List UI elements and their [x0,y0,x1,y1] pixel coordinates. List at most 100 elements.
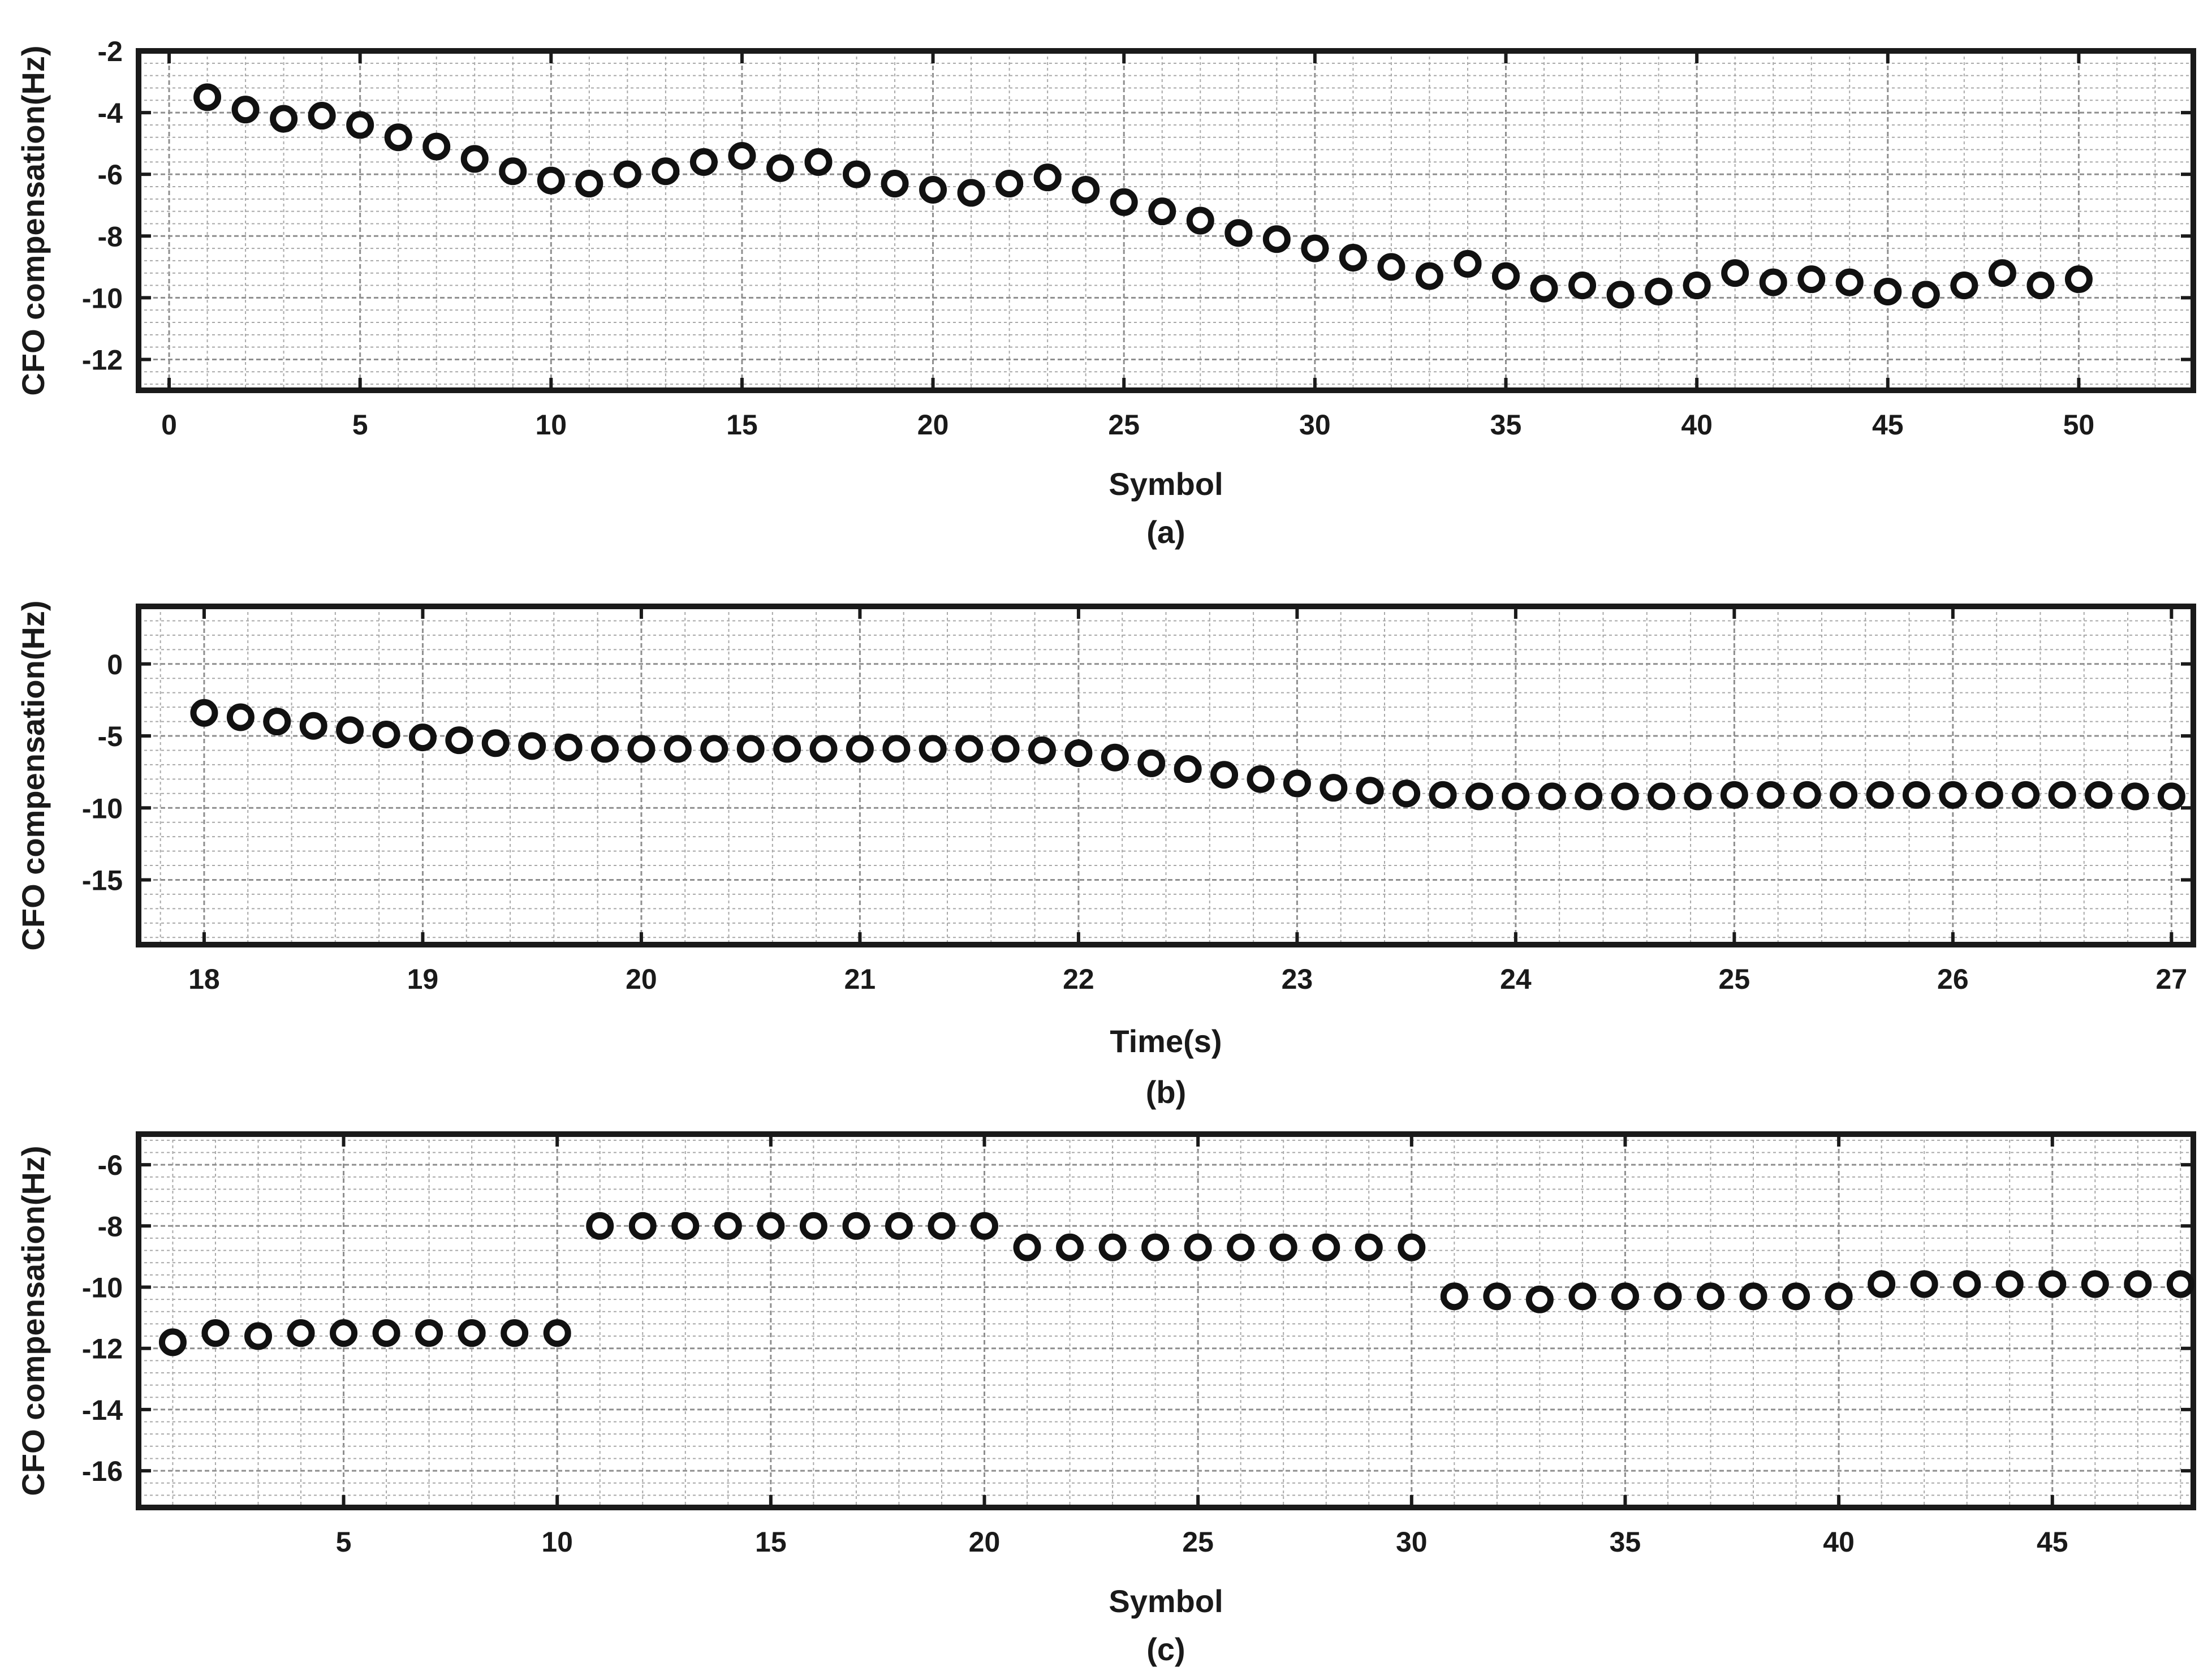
data-point [2048,781,2076,809]
plot-frame-a [136,48,2196,393]
data-point [1874,277,1902,305]
x-tick-label: 10 [541,1526,573,1558]
data-point [1440,1282,1468,1311]
x-tick-label: 24 [1500,963,1532,995]
data-point [1611,1282,1639,1311]
x-tick-label: 10 [535,409,567,441]
y-tick-label: -6 [98,1149,123,1181]
data-point [1825,1282,1853,1311]
x-tick-label: 30 [1396,1526,1428,1558]
y-tick-label: -6 [98,159,123,191]
x-tick-label: 50 [2063,409,2095,441]
data-point [1137,749,1166,777]
plot-frame-c [136,1131,2196,1510]
series-markers-b [190,699,2185,811]
x-tick-label: 25 [1108,409,1140,441]
data-point [663,735,692,763]
y-axis-label: CFO compensation(Hz) [15,45,51,395]
x-axis-label: Time(s) [1110,1023,1222,1059]
data-point [1355,1233,1383,1261]
x-axis-label: Symbol [1109,466,1223,502]
data-point [1611,782,1639,811]
data-point [308,102,336,130]
data-point [1568,272,1597,300]
x-tick-label: 15 [726,409,758,441]
data-point [1502,782,1530,811]
x-tick-label: 5 [336,1526,352,1558]
data-point [652,157,680,186]
data-point [330,1319,358,1347]
data-point [736,735,765,763]
data-point [1575,782,1603,811]
data-point [628,1212,657,1240]
data-point [714,1212,742,1240]
data-point [1910,1270,1938,1298]
data-point [1339,243,1367,272]
data-point [244,1322,272,1350]
data-point [1530,274,1558,303]
data-point [885,1212,913,1240]
grid-b [139,606,2193,945]
data-point [193,83,222,111]
data-point [928,1212,956,1240]
data-point [1975,781,2003,809]
y-axis-label: CFO compensation(Hz) [15,1145,51,1496]
data-point [1148,197,1176,226]
x-tick-label: 30 [1299,409,1331,441]
data-point [190,699,218,727]
y-tick-label: -4 [98,97,123,129]
x-tick-label: 25 [1719,963,1750,995]
data-point [1033,163,1062,192]
data-point [957,179,985,207]
data-point [671,1212,700,1240]
data-point [1110,188,1138,216]
data-point [2038,1270,2067,1298]
x-tick-label: 19 [407,963,439,995]
data-point [518,732,546,760]
data-point [1269,1233,1297,1261]
data-point [458,1319,486,1347]
x-tick-label: 25 [1182,1526,1214,1558]
data-point [501,1319,529,1347]
data-point [287,1319,315,1347]
data-point [422,132,451,161]
data-point [481,729,510,757]
data-point [1377,253,1405,281]
x-tick-label: 0 [161,409,177,441]
data-point [299,712,327,740]
data-point [201,1319,230,1347]
x-tick-label: 26 [1937,963,1969,995]
data-point [842,1212,870,1240]
data-point [995,170,1024,198]
data-point [1186,206,1214,235]
x-tick-label: 15 [755,1526,787,1558]
x-tick-label: 21 [844,963,876,995]
data-point [384,123,412,152]
data-point [231,96,260,124]
data-point [415,1319,443,1347]
data-point [586,1212,614,1240]
y-tick-label: -8 [98,221,123,252]
subfigure-caption: (a) [1146,514,1185,550]
y-tick-label: -15 [82,864,123,896]
data-point [1224,219,1253,247]
y-tick-label: -12 [82,344,123,376]
data-point [1797,265,1826,294]
y-tick-label: -10 [82,1272,123,1303]
x-tick-label: 20 [917,409,949,441]
data-point [590,735,619,763]
data-point [613,160,641,188]
data-point [1648,782,1676,811]
data-point [1950,272,1978,300]
x-tick-label: 45 [1872,409,1904,441]
data-point [336,716,364,744]
data-point [1988,259,2016,287]
data-point [1392,779,1421,808]
y-tick-label: -16 [82,1455,123,1487]
data-point [408,723,437,752]
data-point [728,141,756,170]
data-point [1098,1233,1127,1261]
data-point [2081,1270,2109,1298]
x-tick-label: 45 [2037,1526,2068,1558]
